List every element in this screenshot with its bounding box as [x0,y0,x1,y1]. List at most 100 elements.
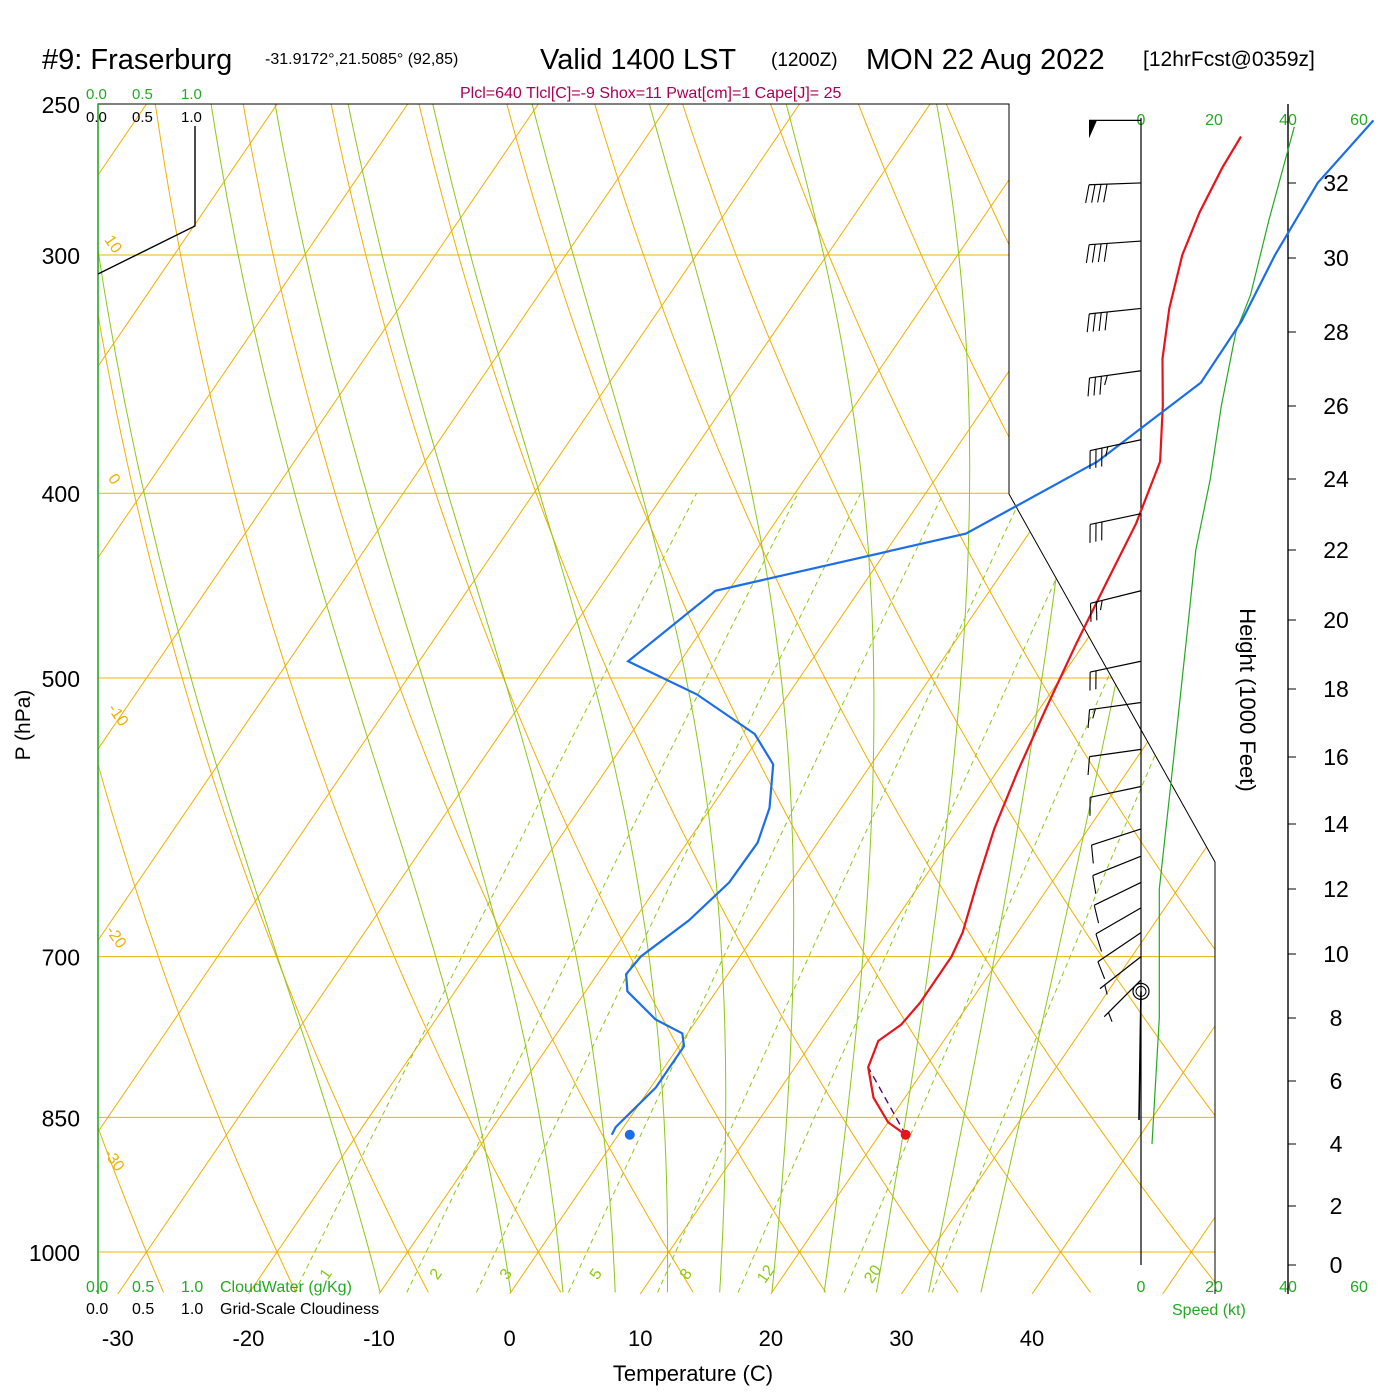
isotherm-label: 10 [101,232,125,256]
barb-feather [1099,376,1102,395]
x-tick-label: -10 [363,1326,395,1351]
wind-barb [1086,307,1142,333]
barb-staff [1089,240,1142,246]
plot-frame [97,103,1216,1294]
speed-axis-title: Speed (kt) [1172,1302,1246,1319]
cl-tick-1: 0.5 [132,109,153,126]
station-coords: -31.9172°,21.5085° (92,85) [265,51,458,68]
dry-adiabat-line [671,104,1215,1293]
barb-staff [1097,932,1142,963]
moist-adiabat-line [648,104,795,1293]
wind-speed-profile [1151,126,1295,1145]
wind-barbs [1085,119,1150,1121]
cloudiness-label: Grid-Scale Cloudiness [220,1301,379,1318]
barb-staff [1090,590,1142,604]
mixing-ratio-line [406,492,799,1293]
mixing-ratio-line [843,492,1191,1293]
speed-tick-bottom: 20 [1205,1279,1223,1296]
height-tick-label: 10 [1323,941,1349,967]
barb-feather [1097,243,1102,263]
isotherm-line [1031,104,1215,1294]
height-tick-label: 14 [1323,811,1349,837]
height-tick-label: 0 [1330,1252,1343,1278]
wind-barb [1090,828,1142,864]
height-tick-label: 20 [1323,607,1349,633]
barb-feather [1104,375,1108,386]
wind-barb [1089,513,1142,543]
barb-staff [1090,513,1142,526]
dry-adiabat-line [98,104,297,1293]
speed-tick-bottom: 0 [1137,1279,1146,1296]
speed-tick-top: 20 [1205,112,1223,129]
barb-feather [1087,756,1091,776]
isotherm-line [248,104,1062,1294]
isotherm-line [98,104,409,1294]
forecast-date: MON 22 Aug 2022 [866,44,1105,76]
barb-staff [1089,701,1142,711]
x-tick-label: 0 [504,1326,516,1351]
isotherm-line [98,104,278,1294]
cw-tick-2: 1.0 [181,86,202,103]
cl-bottom-tick-1: 0.5 [132,1301,154,1318]
barb-pennant [1089,120,1097,139]
isotherm-line [509,104,1215,1294]
surface-temperature-point [900,1129,911,1140]
dry-adiabat-line [1367,70,1400,1292]
barb-feather [1105,446,1109,457]
barb-staff [1089,748,1142,758]
station-name: #9: Fraserburg [42,44,232,76]
mixing-ratio-line [737,492,1096,1293]
height-tick-label: 22 [1323,537,1349,563]
temperature-profile [867,135,1242,1136]
barb-feather [1097,184,1102,203]
mixing-ratio-label: 5 [587,1266,606,1283]
wind-barb [1089,590,1142,622]
barb-feather [1092,875,1097,894]
isotherm-label: -30 [100,1146,127,1175]
cw-tick-0: 0.0 [86,86,107,103]
barb-feather [1104,984,1108,995]
dry-adiabat-line [0,70,31,1292]
pressure-label: 500 [42,666,80,692]
isotherm-line [1162,104,1215,1294]
barb-staff [1089,307,1142,315]
isotherm-label: -20 [102,923,129,952]
moist-adiabat-line [785,104,875,1293]
height-tick-label: 30 [1323,245,1349,271]
height-tick-label: 28 [1323,319,1349,345]
barb-feather [1092,313,1096,332]
barb-feather [1104,311,1108,331]
wind-barb [1087,748,1142,776]
x-tick-label: 10 [628,1326,652,1351]
wind-barb [1099,956,1142,995]
pressure-label: 850 [42,1105,80,1131]
barb-feather [1091,184,1096,203]
cw-bottom-tick-1: 0.5 [132,1279,154,1296]
mixing-ratio-line [657,492,1024,1293]
barb-staff [1090,785,1142,798]
barb-staff [1089,370,1142,379]
barb-staff [1089,182,1142,186]
wind-barb [1085,240,1142,264]
barb-feather [1093,377,1096,396]
moist-adiabat-line [274,104,564,1293]
surface-dewpoint-point [624,1129,635,1140]
barb-feather [1103,243,1108,262]
wind-barb [1097,932,1142,980]
barb-feather [1093,905,1100,924]
wind-barb [1089,785,1142,816]
barb-staff [1091,828,1142,846]
pressure-label: 400 [42,481,80,507]
barb-staff [1092,855,1142,877]
isotherm-line [98,104,539,1294]
isotherm-line [639,104,1215,1294]
isotherm-label: 10 [1039,503,1076,540]
cl-tick-2: 1.0 [181,109,202,126]
height-tick-label: 4 [1330,1131,1343,1157]
dry-adiabat-line [236,104,694,1293]
x-tick-label: -20 [233,1326,265,1351]
barb-staff [1090,660,1142,673]
cw-bottom-tick-0: 0.0 [86,1279,108,1296]
moist-adiabat-line [875,104,971,1293]
moist-adiabat-line [98,104,381,1293]
